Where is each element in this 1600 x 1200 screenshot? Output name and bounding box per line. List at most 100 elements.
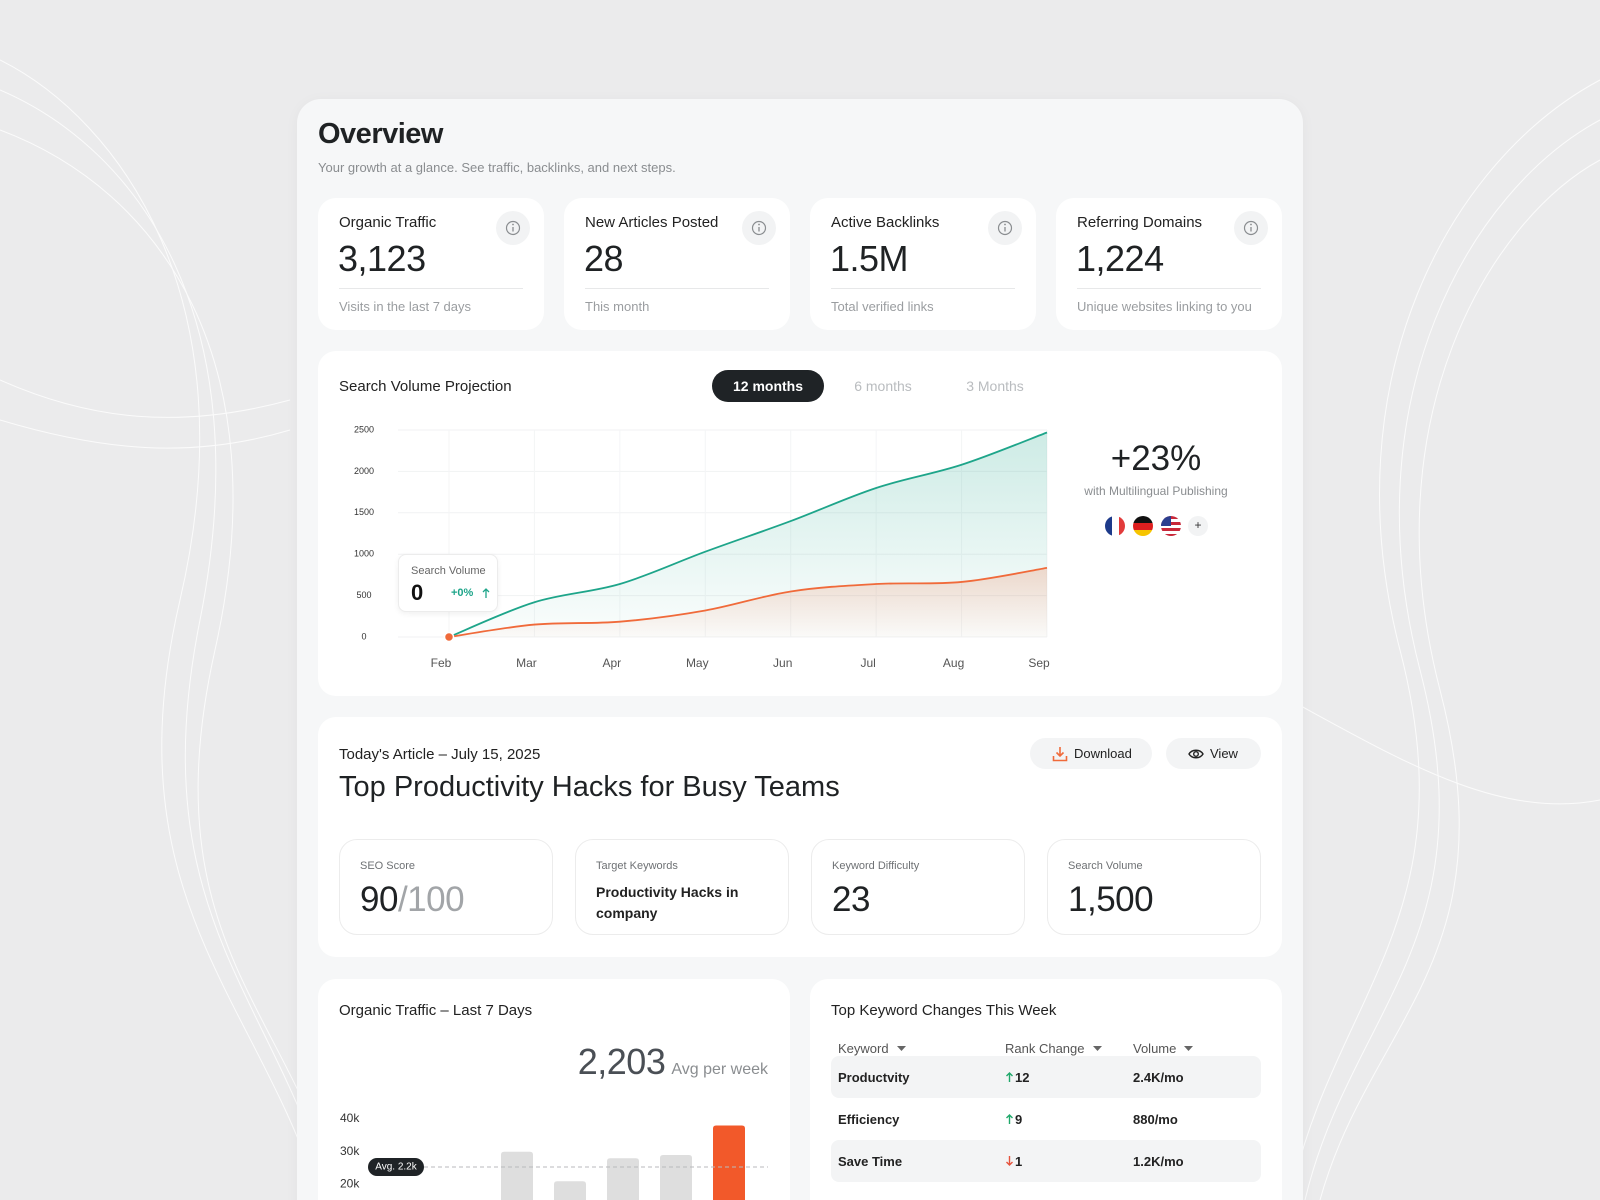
- traffic-total-label: Avg per week: [671, 1061, 768, 1078]
- bar: [501, 1151, 533, 1200]
- flag-canton: [1161, 516, 1171, 526]
- arrow: [1006, 1114, 1013, 1124]
- flag-stripe: [1133, 530, 1153, 536]
- tooltip-change: +0%: [451, 587, 474, 599]
- tab-active[interactable]: 12 months: [712, 370, 824, 402]
- cell-rank-change: 12: [1015, 1070, 1030, 1085]
- metric-value-row: 90/100: [360, 880, 465, 920]
- metric-box: Target Keywords Productivity Hacks in com…: [575, 839, 789, 935]
- projection-chart: 0 500 1000 1500 2000 2500 Feb Mar Apr May Jun Jul Au…: [354, 424, 1050, 670]
- line-series: [448, 431, 1048, 638]
- rank-up-arrow: [1006, 1114, 1013, 1124]
- cell-keyword: Productvity: [838, 1070, 910, 1085]
- info-icon: [1234, 211, 1268, 245]
- metric-value: 1,500: [1068, 880, 1154, 919]
- sort-caret: [1184, 1045, 1194, 1051]
- article-title: Top Productivity Hacks for Busy Teams: [339, 771, 840, 803]
- growth-label: with Multilingual Publishing: [1084, 484, 1228, 498]
- x-tick-label: May: [686, 656, 709, 670]
- stat-value: 1.5M: [830, 238, 909, 279]
- metric-suffix: /100: [397, 880, 465, 919]
- sort-caret: [1092, 1045, 1102, 1051]
- info-icon-dot: [1004, 223, 1006, 226]
- stat-value: 3,123: [338, 238, 426, 279]
- stat-divider: [585, 288, 769, 289]
- download-arrow: [1052, 747, 1068, 762]
- tooltip: Search Volume 0 +0%: [398, 554, 498, 612]
- stat-label: Active Backlinks: [831, 214, 940, 231]
- arrow: [1006, 1156, 1013, 1166]
- flag-stripe: [1112, 516, 1119, 536]
- stat-card: Referring Domains 1,224 Unique websites li…: [1056, 198, 1282, 330]
- keywords-title: Top Keyword Changes This Week: [831, 1002, 1057, 1019]
- metric-label: Search Volume: [1068, 860, 1143, 872]
- column-header[interactable]: Rank Change: [1005, 1041, 1102, 1056]
- stat-label: Referring Domains: [1077, 214, 1203, 231]
- column-header-label: Volume: [1133, 1041, 1177, 1056]
- metric-value-row: 1,500: [1068, 880, 1154, 920]
- stat-label: Organic Traffic: [339, 214, 437, 231]
- metric-box: Search Volume 1,500: [1047, 839, 1261, 935]
- info-icon-ring: [751, 220, 767, 236]
- flag-stripe: [1105, 516, 1112, 536]
- stat-label: New Articles Posted: [585, 214, 719, 231]
- tooltip-label: Search Volume: [411, 565, 486, 577]
- info-icon: [988, 211, 1022, 245]
- y-tick-label: 2500: [354, 424, 374, 434]
- article-date: Today's Article – July 15, 2025: [339, 746, 541, 763]
- y-tick-label: 1000: [354, 549, 374, 559]
- growth-value: +23%: [1110, 439, 1202, 478]
- projection-card: Search Volume Projection 12 months 6 month…: [318, 351, 1282, 696]
- cell-volume: 1.2K/mo: [1133, 1154, 1184, 1169]
- more-languages-bg: [1188, 516, 1208, 536]
- article-card: Today's Article – July 15, 2025 Download V…: [318, 717, 1282, 957]
- column-header-label: Keyword: [838, 1041, 889, 1056]
- traffic-card: Organic Traffic – Last 7 Days 2,203 Avg pe…: [318, 979, 790, 1200]
- metric-value: 90: [360, 880, 398, 919]
- language-flags: +: [1105, 516, 1208, 536]
- traffic-chart: 40k 30k 20k Avg. 2.2k: [340, 1111, 768, 1200]
- caret: [1092, 1045, 1102, 1051]
- arrow-up: [482, 588, 490, 598]
- stat-note: Unique websites linking to you: [1077, 299, 1252, 314]
- page-title: Overview: [318, 118, 443, 150]
- y-tick-label: 20k: [340, 1177, 360, 1191]
- x-tick-label: Mar: [516, 656, 537, 670]
- column-header[interactable]: Volume: [1133, 1041, 1194, 1056]
- cell-volume: 2.4K/mo: [1133, 1070, 1184, 1085]
- bar: [660, 1155, 692, 1200]
- stat-value: 1,224: [1076, 238, 1164, 279]
- tab[interactable]: 3 Months: [966, 378, 1024, 394]
- info-icon-ring: [997, 220, 1013, 236]
- info-icon: [496, 211, 530, 245]
- y-tick-label: 40k: [340, 1111, 360, 1125]
- flag-stripe: [1161, 534, 1181, 536]
- traffic-total-row: 2,203 Avg per week: [578, 1041, 768, 1083]
- flag-stripe: [1133, 523, 1153, 530]
- stat-note: Visits in the last 7 days: [339, 299, 471, 314]
- metric-box: Keyword Difficulty 23: [811, 839, 1025, 935]
- column-header[interactable]: Keyword: [838, 1041, 906, 1056]
- arrow: [1006, 1072, 1013, 1082]
- flag-stripe: [1119, 516, 1125, 536]
- cell-volume: 880/mo: [1133, 1112, 1178, 1127]
- tooltip-arrow: [482, 588, 490, 598]
- flag-stripe: [1161, 528, 1181, 531]
- bar: [713, 1125, 745, 1200]
- info-icon-ring: [505, 220, 521, 236]
- line-series: [448, 566, 1048, 638]
- download-icon: [1052, 747, 1068, 762]
- action-button[interactable]: View: [1166, 738, 1261, 769]
- tab[interactable]: 6 months: [854, 378, 912, 394]
- stat-card: New Articles Posted 28 This month: [564, 198, 790, 330]
- rank-up-arrow: [1006, 1072, 1013, 1082]
- flag-germany: [1133, 516, 1153, 536]
- action-button[interactable]: Download: [1030, 738, 1152, 769]
- cell-keyword: Save Time: [838, 1154, 903, 1169]
- stat-divider: [339, 288, 523, 289]
- flag-france: [1105, 516, 1125, 536]
- projection-title: Search Volume Projection: [339, 378, 512, 395]
- metric-text: Productivity Hacks in company: [596, 884, 739, 921]
- flag-stripe: [1133, 516, 1153, 523]
- x-tick-label: Jun: [773, 656, 792, 670]
